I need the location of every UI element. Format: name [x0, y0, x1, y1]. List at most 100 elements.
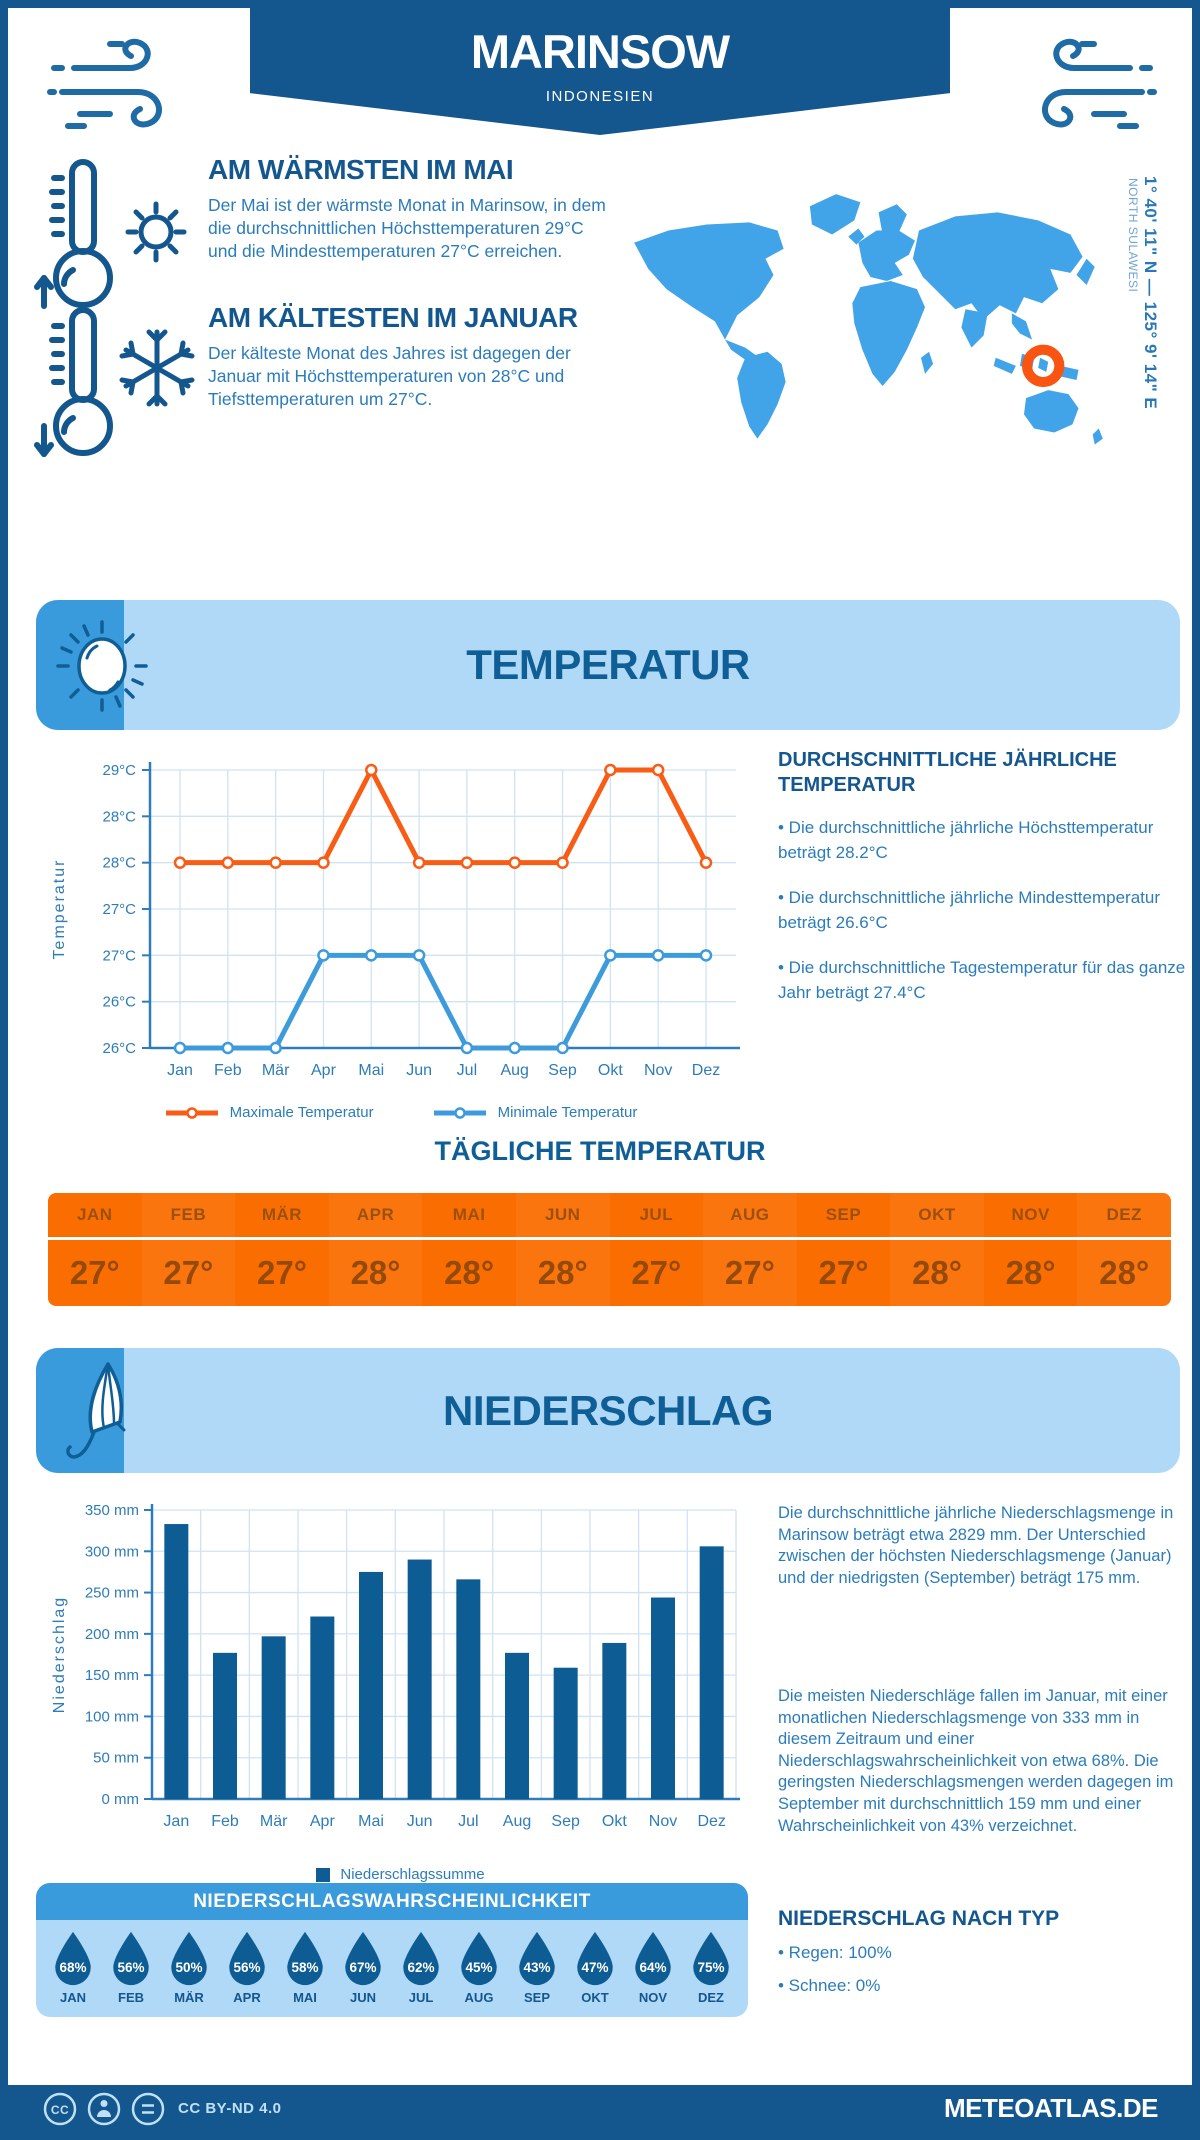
- raindrop-icon: 47%: [577, 1931, 613, 1986]
- daily-value-OKT: 28°: [890, 1240, 984, 1306]
- bar-Mai: [359, 1571, 383, 1799]
- precipitation-paragraph-2: Die meisten Niederschläge fallen im Janu…: [778, 1687, 1174, 1835]
- daily-month-OKT: OKT: [890, 1193, 984, 1237]
- raindrop-icon: 43%: [519, 1931, 555, 1986]
- probability-NOV: 64% NOV: [624, 1930, 682, 2005]
- precip-y-tick: 200 mm: [85, 1626, 139, 1643]
- coldest-text: Der kälteste Monat des Jahres ist dagege…: [208, 343, 571, 410]
- probability-month-label: OKT: [581, 1990, 609, 2005]
- probability-value: 62%: [407, 1960, 434, 1975]
- bar-Sep: [553, 1667, 578, 1799]
- precip-x-tick: Jun: [407, 1813, 433, 1830]
- data-point-marker: [221, 856, 235, 869]
- probability-value: 47%: [581, 1960, 608, 1975]
- daily-month-SEP: SEP: [825, 1205, 862, 1224]
- wind-icon-left: [47, 38, 162, 129]
- daily-value-NOV: 28°: [1005, 1254, 1056, 1291]
- page-title: MARINSOW: [470, 25, 730, 78]
- temp-y-tick: 26°C: [102, 994, 136, 1011]
- world-map: [634, 194, 1103, 445]
- probability-month-label: JUN: [349, 1990, 376, 2005]
- temp-x-tick: Jan: [167, 1062, 193, 1079]
- data-point-marker: [699, 949, 713, 962]
- precipitation-paragraph-1: Die durchschnittliche jährliche Niedersc…: [778, 1504, 1174, 1587]
- legend-precipitation-label: Niederschlagssumme: [340, 1866, 485, 1883]
- raindrop-icon: 62%: [403, 1931, 439, 1986]
- probability-month-label: DEZ: [698, 1990, 724, 2005]
- brand-text: METEOATLAS.DE: [943, 2093, 1159, 2123]
- data-point-marker: [556, 1041, 569, 1055]
- probability-month-label: APR: [233, 1990, 261, 2005]
- coordinates-text: 1° 40' 11" N — 125° 9' 14" E: [1141, 176, 1160, 410]
- title-banner: MARINSOW INDONESIEN: [250, 8, 950, 135]
- daily-month-JAN: JAN: [77, 1205, 113, 1224]
- temp-y-axis-label: Temperatur: [51, 859, 68, 960]
- data-point-marker: [173, 856, 187, 869]
- raindrop-icon: 58%: [287, 1931, 323, 1986]
- temp-y-tick: 29°C: [102, 762, 136, 779]
- data-point-marker: [651, 949, 665, 962]
- region-text: NORTH SULAWESI: [1126, 178, 1140, 293]
- precipitation-type-heading: NIEDERSCHLAG NACH TYP: [778, 1907, 1060, 1930]
- geo-coordinates-block: 1° 40' 11" N — 125° 9' 14" E NORTH SULAW…: [1126, 176, 1160, 476]
- location-marker: [1021, 344, 1065, 388]
- daily-value-APR: 28°: [328, 1240, 423, 1306]
- temp-x-tick: Okt: [598, 1062, 623, 1079]
- temp-x-tick: Mai: [358, 1062, 384, 1079]
- daily-month-APR: APR: [328, 1193, 423, 1237]
- data-point-marker: [269, 856, 282, 869]
- umbrella-banner-icon: [66, 1362, 126, 1459]
- probability-MÄR: 50% MÄR: [160, 1930, 218, 2005]
- probability-value: 56%: [117, 1960, 144, 1975]
- temp-y-tick: 28°C: [102, 808, 136, 825]
- probability-month-label: MÄR: [174, 1990, 204, 2005]
- precip-y-tick: 100 mm: [85, 1708, 139, 1725]
- raindrop-icon: 75%: [693, 1931, 729, 1986]
- daily-value-JAN: 27°: [69, 1254, 120, 1291]
- probability-SEP: 43% SEP: [508, 1930, 566, 2005]
- data-point-marker: [269, 1041, 282, 1055]
- temp-x-tick: Apr: [311, 1062, 337, 1079]
- temperature-line-chart: 29°C 28°C 28°C 27°C 27°C 26°C 26°C Jan Feb Mär Apr…: [51, 762, 740, 1079]
- daily-month-JUN: JUN: [515, 1193, 610, 1237]
- probability-APR: 56% APR: [218, 1930, 276, 2005]
- thermometer-down-icon: [34, 307, 113, 457]
- legend-square-marker: [316, 1867, 331, 1882]
- daily-value-DEZ: 28°: [1077, 1240, 1171, 1306]
- wind-icon-right: [1042, 38, 1157, 129]
- raindrop-icon: 64%: [635, 1931, 671, 1986]
- probability-AUG: 45% AUG: [450, 1930, 508, 2005]
- temp-x-tick: Feb: [214, 1062, 242, 1079]
- legend-min-temperature: Minimale Temperatur: [432, 1104, 637, 1121]
- precip-x-tick: Mär: [260, 1813, 288, 1830]
- warmest-text: Der Mai ist der wärmste Monat in Marinso…: [208, 195, 606, 262]
- daily-month-AUG: AUG: [703, 1193, 797, 1237]
- precip-x-tick: Nov: [649, 1813, 677, 1830]
- precipitation-type-rain: • Regen: 100%: [778, 1943, 892, 1962]
- precip-y-tick: 0 mm: [102, 1791, 140, 1808]
- probability-value: 45%: [465, 1960, 492, 1975]
- temp-x-tick: Jul: [457, 1062, 477, 1079]
- precip-y-tick: 50 mm: [93, 1750, 139, 1767]
- probability-value: 75%: [697, 1960, 724, 1975]
- data-point-marker: [556, 856, 569, 869]
- legend-min-marker: [433, 1106, 486, 1119]
- data-point-marker: [365, 763, 378, 777]
- data-point-marker: [460, 1041, 474, 1055]
- data-point-marker: [317, 949, 330, 962]
- creative-commons-icons: CC: [43, 2092, 165, 2125]
- probability-month-label: NOV: [638, 1990, 668, 2005]
- daily-month-DEZ: DEZ: [1077, 1193, 1171, 1237]
- daily-value-SEP: 27°: [818, 1254, 869, 1291]
- daily-value-JUN: 28°: [515, 1240, 610, 1306]
- bar-Jan: [164, 1524, 189, 1799]
- probability-value: 43%: [523, 1960, 550, 1975]
- bar-Jul: [456, 1579, 481, 1799]
- license-block: CC CC BY-ND 4.0: [42, 2091, 282, 2127]
- probability-JUN: 67% JUN: [334, 1930, 392, 2005]
- data-point-marker: [412, 856, 426, 869]
- bar-Jun: [407, 1559, 432, 1799]
- raindrop-icon: 56%: [229, 1931, 265, 1986]
- data-point-marker: [508, 856, 521, 869]
- data-point-marker: [412, 949, 426, 962]
